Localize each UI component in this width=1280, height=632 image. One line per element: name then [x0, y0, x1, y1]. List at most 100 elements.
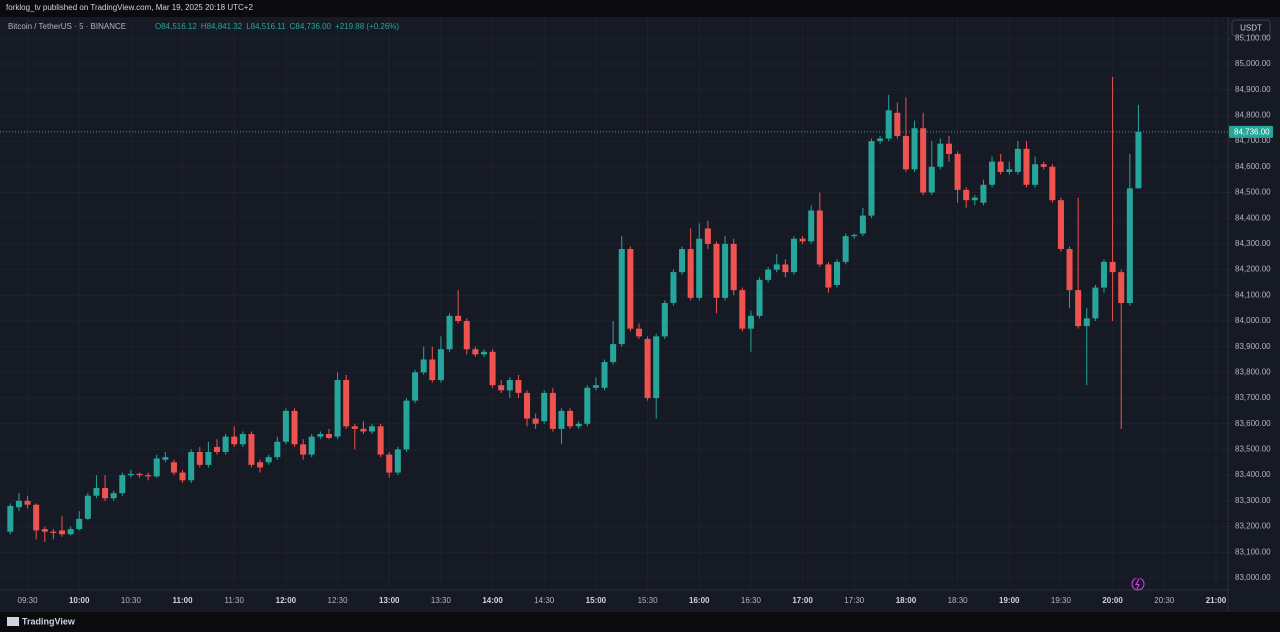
- x-tick-label: 18:30: [948, 596, 969, 605]
- candle-body: [747, 315, 754, 329]
- candle-body: [127, 473, 134, 476]
- y-tick-label: 85,100.00: [1235, 33, 1271, 42]
- chart-bg: [0, 17, 1280, 612]
- candle-body: [343, 380, 350, 427]
- candle-body: [67, 529, 74, 535]
- candle-body: [954, 153, 961, 190]
- candle-body: [1083, 318, 1090, 327]
- candle-body: [989, 161, 996, 185]
- x-tick-label: 15:30: [638, 596, 659, 605]
- candle-body: [455, 315, 462, 321]
- ohlc-value: O84,516.12: [155, 22, 197, 31]
- y-tick-label: 84,400.00: [1235, 213, 1271, 222]
- candle-body: [429, 359, 436, 381]
- candle-body: [222, 436, 229, 453]
- candle-body: [420, 359, 427, 373]
- last-price-label: 84,736.00: [1234, 127, 1270, 136]
- x-tick-label: 19:30: [1051, 596, 1072, 605]
- candle-body: [351, 426, 358, 429]
- candle-body: [541, 392, 548, 422]
- y-tick-label: 83,800.00: [1235, 367, 1271, 376]
- candle-body: [1014, 148, 1021, 172]
- x-tick-label: 13:00: [379, 596, 400, 605]
- candle-body: [515, 380, 522, 393]
- candle-body: [1006, 169, 1013, 172]
- x-tick-label: 17:30: [844, 596, 865, 605]
- lightning-icon-bolt: [1135, 578, 1140, 590]
- candle-body: [369, 426, 376, 432]
- x-tick-label: 18:00: [896, 596, 917, 605]
- candle-body: [213, 446, 221, 453]
- candle-body: [24, 500, 31, 505]
- candle-body: [58, 530, 66, 535]
- candle-body: [920, 128, 927, 193]
- candle-body: [248, 434, 255, 465]
- y-tick-label: 84,700.00: [1235, 136, 1271, 145]
- candle-body: [360, 428, 367, 432]
- ohlc-value: +219.88 (+0.26%): [335, 22, 399, 31]
- candle-body: [179, 472, 186, 481]
- last-price-box: [1229, 125, 1273, 138]
- candle-body: [1126, 188, 1133, 303]
- candle-body: [825, 264, 832, 288]
- candle-body: [274, 441, 281, 458]
- candle-body: [627, 249, 634, 329]
- candle-body: [653, 336, 660, 399]
- candle-body: [50, 531, 57, 533]
- y-tick-label: 84,900.00: [1235, 85, 1271, 94]
- x-tick-label: 12:30: [328, 596, 349, 605]
- y-tick-label: 83,100.00: [1235, 547, 1271, 556]
- candle-body: [902, 135, 909, 170]
- candle-body: [282, 410, 289, 442]
- x-tick-label: 20:30: [1154, 596, 1175, 605]
- candle-body: [308, 436, 315, 455]
- candle-body: [102, 487, 109, 499]
- candle-body: [834, 261, 841, 285]
- candle-body: [704, 228, 711, 244]
- x-tick-label: 12:00: [276, 596, 297, 605]
- candle-body: [842, 236, 849, 262]
- candle-body: [911, 128, 918, 170]
- candle-body: [472, 349, 479, 355]
- x-tick-label: 11:30: [225, 596, 245, 605]
- candle-body: [480, 351, 487, 355]
- x-tick-label: 17:00: [792, 596, 813, 605]
- candle-body: [1135, 131, 1142, 189]
- currency[interactable]: USDT: [1240, 24, 1262, 33]
- candle-body: [1032, 164, 1039, 185]
- symbol: Bitcoin / TetherUS · 5 · BINANCE: [8, 22, 126, 31]
- x-tick-label: 16:00: [689, 596, 710, 605]
- currency-button[interactable]: [1231, 19, 1271, 37]
- publisher: forklog_tv published on TradingView.com,…: [6, 3, 253, 12]
- candle-body: [997, 161, 1004, 172]
- ohlc-value: L84,516.11: [246, 22, 286, 31]
- y-tick-label: 83,900.00: [1235, 342, 1271, 351]
- candle-body: [963, 189, 970, 201]
- candle-body: [730, 243, 737, 291]
- candle-body: [524, 392, 531, 419]
- ohlc-value: H84,841.32: [201, 22, 243, 31]
- candle-body: [403, 400, 410, 450]
- candle-body: [790, 238, 797, 273]
- candle-body: [386, 454, 393, 473]
- x-tick-label: 11:00: [173, 596, 194, 605]
- candle-body: [696, 238, 703, 298]
- candle-body: [661, 302, 668, 337]
- y-tick-label: 84,800.00: [1235, 111, 1271, 120]
- candle-body: [722, 243, 729, 298]
- candle-body: [334, 380, 341, 437]
- candle-body: [549, 392, 556, 429]
- candle-body: [170, 462, 177, 473]
- candle-body: [859, 215, 866, 234]
- candle-body: [205, 452, 212, 465]
- candle-body: [291, 410, 298, 445]
- y-tick-label: 84,000.00: [1235, 316, 1271, 325]
- x-tick-label: 10:00: [69, 596, 90, 605]
- tv-logo: [7, 617, 19, 626]
- x-tick-label: 14:00: [482, 596, 503, 605]
- candle-body: [739, 290, 746, 329]
- candle-body: [756, 279, 763, 316]
- candle-body: [506, 380, 513, 391]
